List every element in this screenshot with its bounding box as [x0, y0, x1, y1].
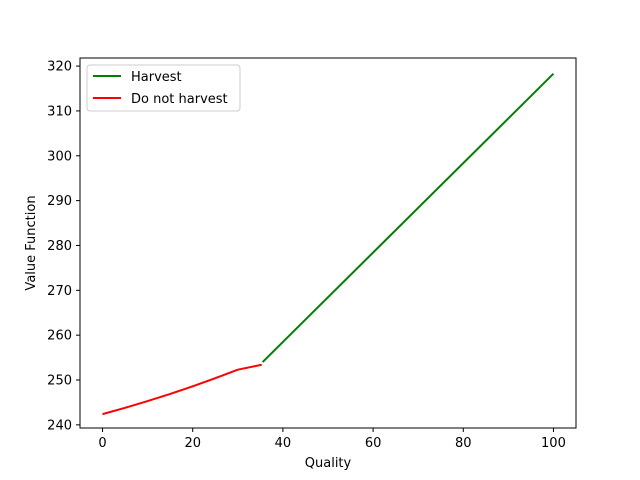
- y-tick-label: 250: [47, 374, 72, 389]
- y-tick-label: 240: [47, 418, 72, 433]
- y-tick-label: 270: [47, 284, 72, 299]
- y-axis-ticks: 240 250 260 270 280 290 300 310 320: [47, 60, 80, 433]
- y-tick-label: 280: [47, 239, 72, 254]
- y-tick-label: 310: [47, 104, 72, 119]
- legend-label-do-not-harvest: Do not harvest: [131, 92, 228, 107]
- legend-box: [86, 64, 241, 112]
- x-tick-label: 100: [541, 436, 566, 451]
- x-tick-label: 80: [455, 436, 472, 451]
- legend: Harvest Do not harvest: [86, 64, 241, 112]
- y-tick-label: 300: [47, 149, 72, 164]
- x-axis-ticks: 0 20 40 60 80 100: [98, 428, 566, 451]
- legend-label-harvest: Harvest: [131, 70, 182, 85]
- series-line-harvest: [261, 72, 555, 363]
- x-tick-label: 20: [184, 436, 201, 451]
- y-tick-label: 260: [47, 329, 72, 344]
- y-axis-label: Value Function: [24, 195, 39, 290]
- series-line-do-not-harvest: [102, 363, 262, 416]
- x-axis-label: Quality: [305, 456, 352, 471]
- plot-frame: [79, 57, 577, 429]
- plot-area: [80, 58, 576, 428]
- x-tick-label: 60: [365, 436, 382, 451]
- y-tick-label: 320: [47, 60, 72, 75]
- x-tick-label: 0: [98, 436, 106, 451]
- y-tick-label: 290: [47, 194, 72, 209]
- x-tick-label: 40: [275, 436, 292, 451]
- series-layer: [102, 72, 555, 416]
